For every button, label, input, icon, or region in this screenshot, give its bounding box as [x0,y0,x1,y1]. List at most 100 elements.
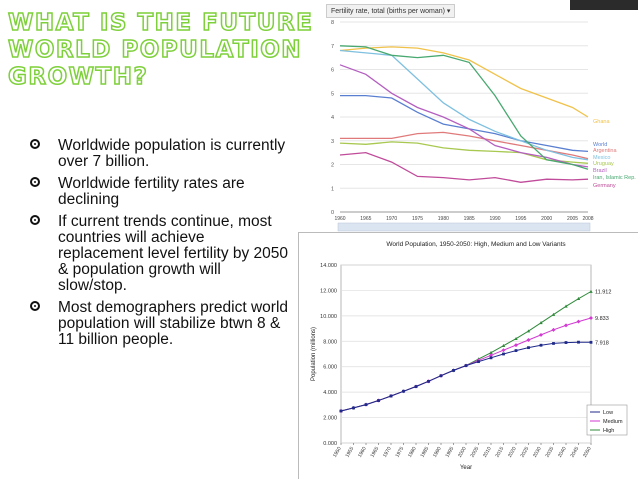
data-point [502,352,505,356]
title-line-3: GROWTH? [7,63,149,91]
bullet-icon [30,177,40,187]
x-tick-label: 1965 [369,446,380,459]
series-line-argentina [340,131,589,160]
x-tick-label: 2015 [494,446,505,459]
y-tick-label: 4.000 [323,390,337,396]
x-tick-label: 1975 [394,446,405,459]
data-point [489,350,493,355]
data-point [339,409,343,413]
data-point [501,348,506,353]
x-tick-label: 1990 [432,446,443,459]
y-tick-label: 2.000 [323,416,337,422]
y-tick-label: 4 [331,115,334,121]
data-point [539,343,543,347]
data-point [501,343,506,348]
legend-label: Ghana [593,119,610,125]
data-point [477,360,480,364]
x-tick-label: 1965 [360,216,371,222]
data-point [526,338,531,342]
y-tick-label: 8.000 [323,339,337,345]
x-tick-label: 1995 [515,216,526,222]
series-line-mexico [339,49,589,161]
x-tick-label: 1985 [419,446,430,459]
data-point [576,296,581,300]
title-line-1: WHAT IS THE FUTURE OF [7,9,362,37]
x-tick-label: 2010 [482,446,493,459]
series-line-uruguay [339,141,589,164]
y-tick-label: 3 [331,139,334,145]
x-tick-label: 2000 [541,216,552,222]
x-tick-label: 2040 [557,446,568,459]
legend-label: Uruguay [593,161,614,167]
data-point [514,336,518,341]
x-tick-label: 2035 [544,446,555,459]
population-chart-title: World Population, 1950-2050: High, Mediu… [386,241,566,248]
data-point [526,329,531,333]
data-point [489,353,493,358]
data-point [564,323,568,328]
x-tick-label: 1995 [444,446,455,459]
y-tick-label: 7 [331,44,334,50]
x-tick-label: 2008 [582,216,593,222]
series-line-brazil [339,64,589,168]
data-point [352,406,355,410]
data-point [414,385,418,388]
x-tick-label: 1980 [407,446,418,459]
y-tick-label: 10.000 [320,314,337,320]
bullet-text: Most demographers predict world populati… [58,299,289,348]
x-tick-label: 2045 [569,446,580,459]
data-point [452,369,455,372]
data-point [489,356,493,360]
data-point [389,394,393,398]
x-tick-label: 2020 [507,446,518,459]
series-line-ghana [339,46,589,118]
bullet-item: Most demographers predict world populati… [30,300,292,348]
x-tick-label: 2005 [567,216,578,222]
legend-label: Low [603,410,613,416]
data-point [589,289,593,293]
bullet-text: If current trends continue, most countri… [58,213,289,294]
data-point [464,364,468,367]
series-line-iran-islamic-rep- [339,45,589,170]
bullet-item: Worldwide population is currently over 7… [30,138,292,170]
bullet-text: Worldwide fertility rates are declining [58,175,245,208]
data-point [564,341,568,344]
slide-title: WHAT IS THE FUTURE OF WORLD POPULATION G… [7,9,362,91]
data-point [527,346,530,350]
y-tick-label: 14.000 [320,263,337,269]
y-tick-label: 12.000 [320,288,337,294]
fertility-chart-title[interactable]: Fertility rate, total (births per woman)… [326,4,456,18]
bullet-icon [30,301,40,311]
population-chart: World Population, 1950-2050: High, Mediu… [298,232,638,479]
y-tick-label: 8 [331,20,334,26]
data-point [552,342,555,345]
y-tick-label: 6 [331,68,334,74]
population-chart-svg: World Population, 1950-2050: High, Mediu… [311,241,628,471]
x-tick-label: 1955 [344,446,355,459]
legend-label: Mexico [593,155,610,161]
data-point [589,316,593,320]
y-axis-label: Population (millions) [311,327,317,381]
y-tick-label: 2 [331,163,334,169]
x-tick-label: 2050 [582,446,593,459]
x-axis-label: Year [460,465,472,471]
end-value-label: 9.833 [595,316,609,322]
timeline-slider [337,222,591,232]
legend-label: Medium [603,419,623,425]
x-tick-label: 2025 [519,446,530,459]
legend-label: World [593,142,607,148]
data-point [539,332,543,337]
data-point [439,374,443,378]
data-point [589,340,593,344]
data-point [514,343,518,348]
bullet-icon [30,215,40,225]
x-tick-label: 1985 [464,216,475,222]
data-point [576,319,581,324]
x-tick-label: 1975 [412,216,423,222]
x-tick-label: 1990 [489,216,500,222]
x-tick-label: 2005 [469,446,480,459]
x-tick-label: 1950 [332,446,343,459]
x-tick-label: 2030 [532,446,543,459]
y-tick-label: 0 [331,210,334,216]
y-tick-label: 5 [331,91,334,97]
